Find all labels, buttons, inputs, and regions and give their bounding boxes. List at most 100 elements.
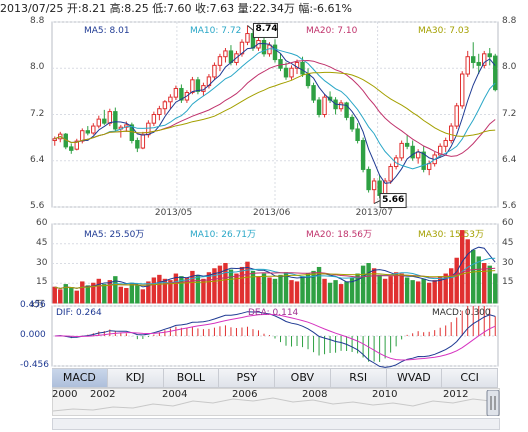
volume-bar xyxy=(366,263,371,304)
volume-y-tick-left: 60 xyxy=(36,218,48,228)
candle-body xyxy=(140,134,146,149)
volume-bar xyxy=(135,285,140,304)
volume-bar xyxy=(118,286,124,304)
volume-bar xyxy=(404,277,410,304)
candle-body xyxy=(300,61,305,75)
volume-ma-label: MA5: 25.50万 xyxy=(84,230,145,240)
volume-bar xyxy=(228,269,234,304)
volume-bar xyxy=(245,261,250,304)
volume-bar xyxy=(355,273,360,304)
candle-body xyxy=(454,105,459,127)
volume-bar xyxy=(338,284,344,304)
candle-body xyxy=(107,111,113,124)
candle-body xyxy=(135,140,140,149)
candle-body xyxy=(129,124,135,142)
candle-body xyxy=(437,145,443,156)
volume-ma-label: MA30: 15.53万 xyxy=(418,230,485,240)
price-ma10-line xyxy=(54,48,496,170)
candle-body xyxy=(168,96,173,103)
timeline-scrollbar[interactable] xyxy=(52,418,500,430)
tab-wvad[interactable]: WVAD xyxy=(387,369,443,387)
volume-bar xyxy=(388,276,393,304)
volume-bar xyxy=(289,280,294,304)
candle-body xyxy=(410,145,415,159)
volume-bar xyxy=(448,268,454,304)
candle-body xyxy=(448,125,454,142)
price-y-tick-left: 6.4 xyxy=(30,154,45,165)
tab-psy[interactable]: PSY xyxy=(219,369,275,387)
volume-bar xyxy=(256,276,261,304)
tab-macd[interactable]: MACD xyxy=(52,369,108,387)
volume-bar xyxy=(234,273,239,304)
candle-body xyxy=(399,142,404,159)
candle-body xyxy=(322,96,327,115)
candle-body xyxy=(190,79,195,94)
candle-body xyxy=(212,64,217,78)
volume-bar xyxy=(482,263,487,304)
volume-bar xyxy=(146,281,151,304)
volume-bar xyxy=(162,278,168,304)
range-handle[interactable] xyxy=(486,390,500,416)
candle-body xyxy=(256,40,261,49)
low-callout-label: 5.66 xyxy=(382,194,405,205)
volume-bar xyxy=(426,282,432,304)
tab-obv[interactable]: OBV xyxy=(275,369,331,387)
volume-bar xyxy=(305,273,311,304)
candle-body xyxy=(113,111,118,130)
volume-bar xyxy=(96,278,102,304)
volume-ma30-line xyxy=(54,270,496,290)
candle-body xyxy=(228,50,234,63)
price-x-tick: 2013/05 xyxy=(154,208,193,218)
price-y-tick-right: 7.2 xyxy=(502,108,517,119)
volume-y-tick-left: 30 xyxy=(36,257,48,268)
candle-body xyxy=(388,166,393,182)
tab-kdj[interactable]: KDJ xyxy=(108,369,164,387)
volume-bar xyxy=(206,272,212,304)
price-y-tick-left: 5.6 xyxy=(30,201,45,211)
price-x-tick: 2013/06 xyxy=(253,208,291,218)
candle-body xyxy=(223,50,228,58)
volume-bar xyxy=(74,290,79,304)
candle-body xyxy=(173,87,179,98)
volume-bar xyxy=(393,272,399,304)
volume-bar xyxy=(443,273,448,304)
volume-y-tick-left: 45 xyxy=(36,237,48,248)
volume-bar xyxy=(129,282,135,304)
volume-bar xyxy=(85,285,90,304)
macd-value-label: MACD: 0.300 xyxy=(432,308,491,318)
candle-body xyxy=(91,125,96,134)
price-ma-label: MA30: 7.03 xyxy=(418,26,470,36)
volume-bar xyxy=(487,265,492,304)
candle-body xyxy=(460,73,465,107)
timeline-year: 2000 xyxy=(52,389,78,400)
volume-bar xyxy=(272,278,278,304)
volume-ma-label: MA10: 26.71万 xyxy=(190,230,257,240)
timeline-year: 2004 xyxy=(162,389,188,400)
candle-body xyxy=(338,102,344,110)
candle-body xyxy=(465,56,470,75)
volume-bar xyxy=(311,270,316,304)
volume-y-tick-right: 30 xyxy=(502,257,514,268)
volume-bar xyxy=(476,256,481,304)
timeline-overview[interactable] xyxy=(52,388,500,416)
volume-bar xyxy=(250,270,256,304)
volume-bar xyxy=(173,273,179,304)
volume-bar xyxy=(58,289,63,304)
volume-bar xyxy=(327,282,333,304)
tab-rsi[interactable]: RSI xyxy=(331,369,387,387)
candle-body xyxy=(487,53,492,58)
price-y-tick-left: 8.0 xyxy=(30,62,45,73)
volume-bar xyxy=(195,274,201,304)
tab-cci[interactable]: CCI xyxy=(442,369,498,387)
volume-bar xyxy=(113,276,118,304)
tab-boll[interactable]: BOLL xyxy=(164,369,220,387)
candle-body xyxy=(157,108,162,115)
price-y-tick-right: 5.6 xyxy=(502,201,517,211)
volume-bar xyxy=(377,274,382,304)
macd-dif-line xyxy=(54,311,496,368)
volume-bar xyxy=(107,280,113,304)
candle-body xyxy=(278,59,283,69)
candle-body xyxy=(272,44,278,61)
volume-bar xyxy=(52,286,57,304)
price-y-tick-right: 6.4 xyxy=(502,154,517,165)
